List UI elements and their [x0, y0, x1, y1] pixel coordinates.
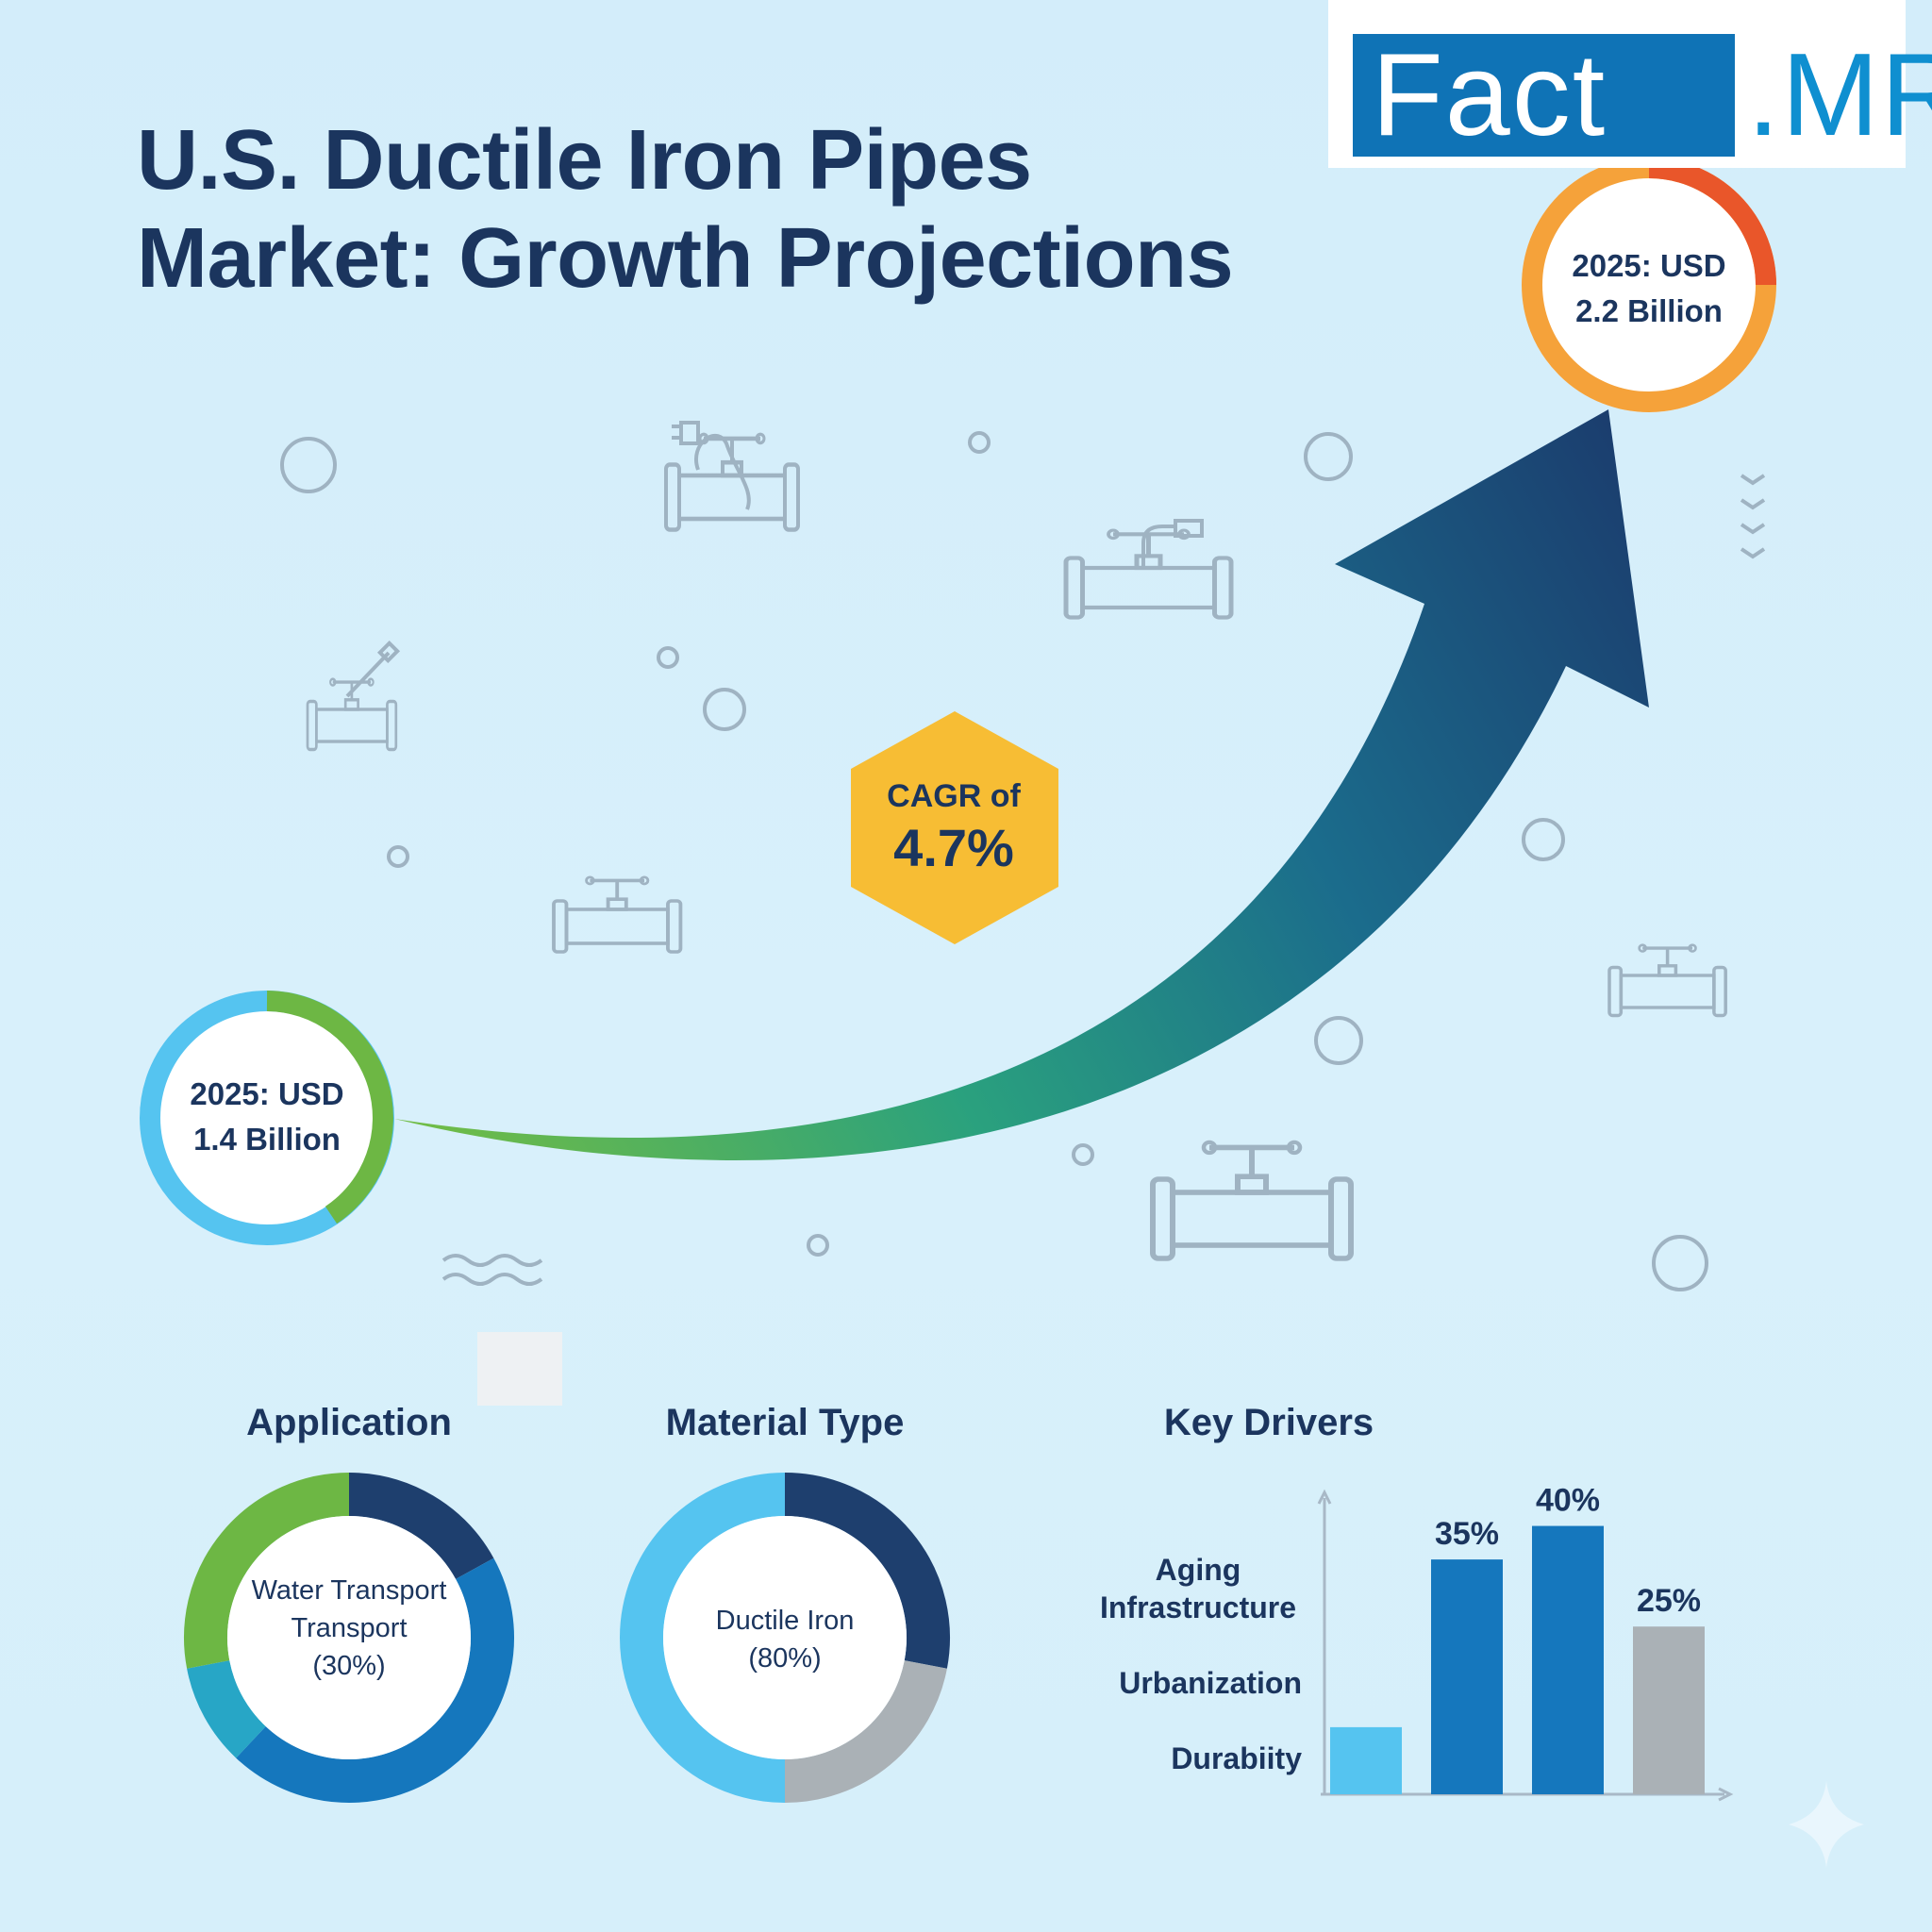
driver-bar-value-2: 40% [1536, 1483, 1600, 1519]
driver-bar-1 [1431, 1559, 1503, 1794]
growth-arrow [394, 409, 1649, 1160]
end-value-line-1: 2025: USD [1572, 248, 1726, 283]
driver-label-durability: Durabiity [1171, 1741, 1302, 1775]
wave-icon [441, 1254, 543, 1286]
driver-label-aging-text: Aging Infrastructure [1099, 1553, 1297, 1624]
material-donut-chart [620, 1473, 950, 1803]
end-value-ring [1522, 158, 1776, 412]
driver-bar-value-3: 25% [1637, 1583, 1701, 1619]
title-line-1: U.S. Ductile Iron Pipes [137, 113, 1032, 208]
driver-label-urbanization: Urbanization [1119, 1666, 1302, 1700]
key-drivers-bar-chart: 35% 40% 25% [1317, 1483, 1734, 1802]
placeholder-box [477, 1332, 562, 1406]
application-center-line-2: Transport [291, 1613, 408, 1643]
driver-bar-2 [1532, 1525, 1604, 1794]
application-donut-slice-2 [187, 1659, 267, 1758]
material-donut-slice-2 [620, 1473, 786, 1803]
application-donut-slice-1 [236, 1557, 514, 1803]
cagr-value: 4.7% [893, 818, 1014, 877]
application-donut-center [227, 1516, 471, 1759]
material-center-label: Ductile Iron (80%) [672, 1602, 898, 1677]
application-title: Application [246, 1402, 452, 1443]
factmr-logo: Fact .MR [1328, 0, 1932, 168]
title-line-2: Market: Growth Projections [137, 211, 1234, 306]
cagr-hexagon [851, 711, 1058, 944]
application-center-label: Water Transport Transport (30%) [236, 1572, 462, 1685]
material-center-line-1: Ductile Iron [715, 1606, 855, 1636]
cagr-line-1: CAGR of [887, 778, 1021, 814]
start-value-line-2: 1.4 Billion [193, 1122, 341, 1157]
chevron-stack-icon [1740, 474, 1766, 559]
circle-bubble-icon [280, 431, 1708, 1291]
material-donut-center [663, 1516, 907, 1759]
material-donut-slice-0 [784, 1473, 950, 1669]
cagr-label: CAGR of 4.7% [855, 775, 1053, 879]
application-donut-chart [184, 1473, 514, 1803]
material-center-line-2: (80%) [748, 1643, 822, 1674]
start-value-line-1: 2025: USD [190, 1076, 344, 1111]
logo-fact-text: Fact [1353, 34, 1735, 157]
sparkle-icon [1789, 1781, 1864, 1868]
logo-mr-text: .MR [1747, 30, 1932, 160]
application-donut-slice-0 [348, 1473, 494, 1580]
driver-bar-3 [1633, 1626, 1705, 1794]
start-value-label: 2025: USD 1.4 Billion [163, 1072, 371, 1162]
application-center-line-1: Water Transport [251, 1575, 447, 1606]
application-donut-slice-3 [184, 1473, 350, 1669]
x-axis-arrow [1718, 1787, 1734, 1802]
material-donut-slice-1 [784, 1659, 947, 1803]
material-type-title: Material Type [665, 1402, 905, 1443]
start-value-ring [140, 991, 394, 1245]
y-axis-arrow [1317, 1489, 1332, 1505]
driver-bar-0 [1330, 1726, 1402, 1794]
faucet-icon [345, 421, 1204, 698]
key-drivers-title: Key Drivers [1163, 1402, 1374, 1443]
end-value-line-2: 2.2 Billion [1575, 293, 1723, 328]
driver-label-aging: Aging Infrastructure [1047, 1551, 1302, 1626]
driver-bar-value-1: 35% [1435, 1516, 1499, 1552]
application-center-line-3: (30%) [312, 1651, 386, 1681]
page-title: U.S. Ductile Iron Pipes Market: Growth P… [137, 111, 1234, 308]
end-value-label: 2025: USD 2.2 Billion [1545, 243, 1753, 334]
